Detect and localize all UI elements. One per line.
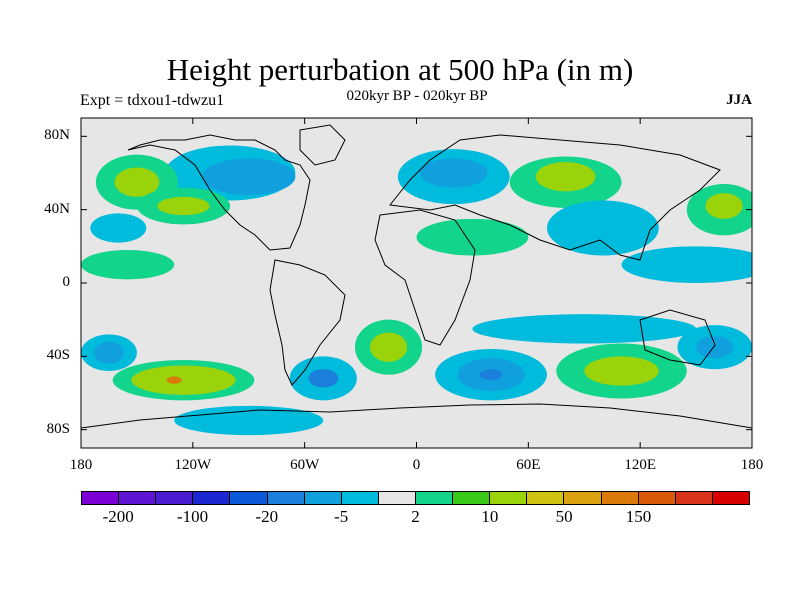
colorbar-label: -100: [176, 507, 209, 526]
colorbar-cell: [490, 492, 528, 504]
colorbar-cell: [378, 492, 416, 504]
coastline-australia: [639, 309, 716, 366]
contour-region-yellowgreen: [114, 167, 160, 197]
contour-region-orange: [166, 376, 182, 384]
lat-tick-label: 0: [62, 274, 71, 290]
contour-region-lightblue: [472, 314, 697, 344]
colorbar-cell: [601, 492, 639, 504]
coastline-greenland: [299, 124, 346, 166]
lon-tick-label: 120E: [624, 457, 656, 473]
colorbar-cell: [527, 492, 565, 504]
colorbar-label: 2: [411, 507, 420, 526]
colorbar-label: -5: [334, 507, 349, 526]
contour-region-midblue: [420, 158, 488, 188]
axis-ticks: [80, 118, 753, 448]
contour-region-blue: [308, 369, 339, 388]
contour-region-yellowgreen: [369, 332, 408, 362]
contour-region-midblue: [94, 341, 124, 364]
coastline-eurasia: [389, 134, 721, 261]
colorbar-label: 150: [625, 507, 652, 526]
coastlines: [80, 124, 753, 429]
lat-tick-label: 80S: [46, 420, 70, 437]
coastline-south-america: [269, 259, 346, 386]
season-label: JJA: [726, 92, 752, 108]
contour-region-lightblue: [546, 200, 659, 256]
contour-region-lightblue: [174, 405, 324, 436]
contour-region-lightblue: [621, 246, 752, 283]
contour-fill-layer: [81, 118, 752, 448]
lat-tick-label: 40S: [46, 347, 70, 364]
colorbar-cell: [119, 492, 157, 504]
colorbar-label: 10: [481, 507, 499, 526]
contour-region-midblue: [696, 336, 734, 359]
coastline-africa: [374, 209, 476, 346]
lat-tick-label: 80N: [44, 127, 70, 144]
colorbar: [81, 491, 750, 505]
colorbar-label: 50: [555, 507, 573, 526]
period-label: 020kyr BP - 020kyr BP: [346, 88, 488, 104]
colorbar-cell: [156, 492, 194, 504]
contour-region-green: [416, 218, 529, 256]
lon-tick-label: 180: [740, 457, 764, 473]
contour-region-yellowgreen: [535, 162, 596, 192]
colorbar-cell: [638, 492, 676, 504]
plot-title: Height perturbation at 500 hPa (in m): [166, 52, 634, 87]
colorbar-cell: [453, 492, 491, 504]
contour-region-yellowgreen: [131, 365, 236, 395]
contour-region-blue: [479, 369, 503, 381]
colorbar-cell: [712, 492, 749, 504]
lon-tick-label: 60E: [516, 457, 541, 473]
contour-region-green: [81, 249, 175, 280]
contour-region-lightblue: [90, 213, 147, 243]
lon-tick-label: 180: [69, 457, 93, 473]
coastline-antarctica: [80, 403, 753, 429]
lat-tick-label: 40N: [44, 200, 70, 217]
lon-tick-label: 0: [412, 457, 421, 473]
contour-region-yellowgreen: [157, 196, 210, 216]
contour-region-midblue: [202, 158, 296, 196]
lon-tick-label: 60W: [290, 457, 320, 473]
colorbar-cell: [675, 492, 713, 504]
contour-region-yellowgreen: [705, 193, 743, 219]
coastline-north-america: [127, 134, 311, 251]
colorbar-cell: [341, 492, 379, 504]
experiment-label: Expt = tdxou1-tdwzu1: [80, 92, 225, 109]
colorbar-cell: [267, 492, 305, 504]
colorbar-cell: [82, 492, 120, 504]
lon-tick-label: 120W: [174, 457, 212, 473]
colorbar-label: -200: [102, 507, 134, 526]
colorbar-label: -20: [255, 507, 279, 526]
colorbar-cell: [230, 492, 268, 504]
colorbar-cell: [415, 492, 454, 504]
colorbar-cell: [193, 492, 231, 504]
colorbar-cell: [564, 492, 602, 504]
contour-region-yellowgreen: [584, 356, 659, 386]
colorbar-cell: [304, 492, 342, 504]
